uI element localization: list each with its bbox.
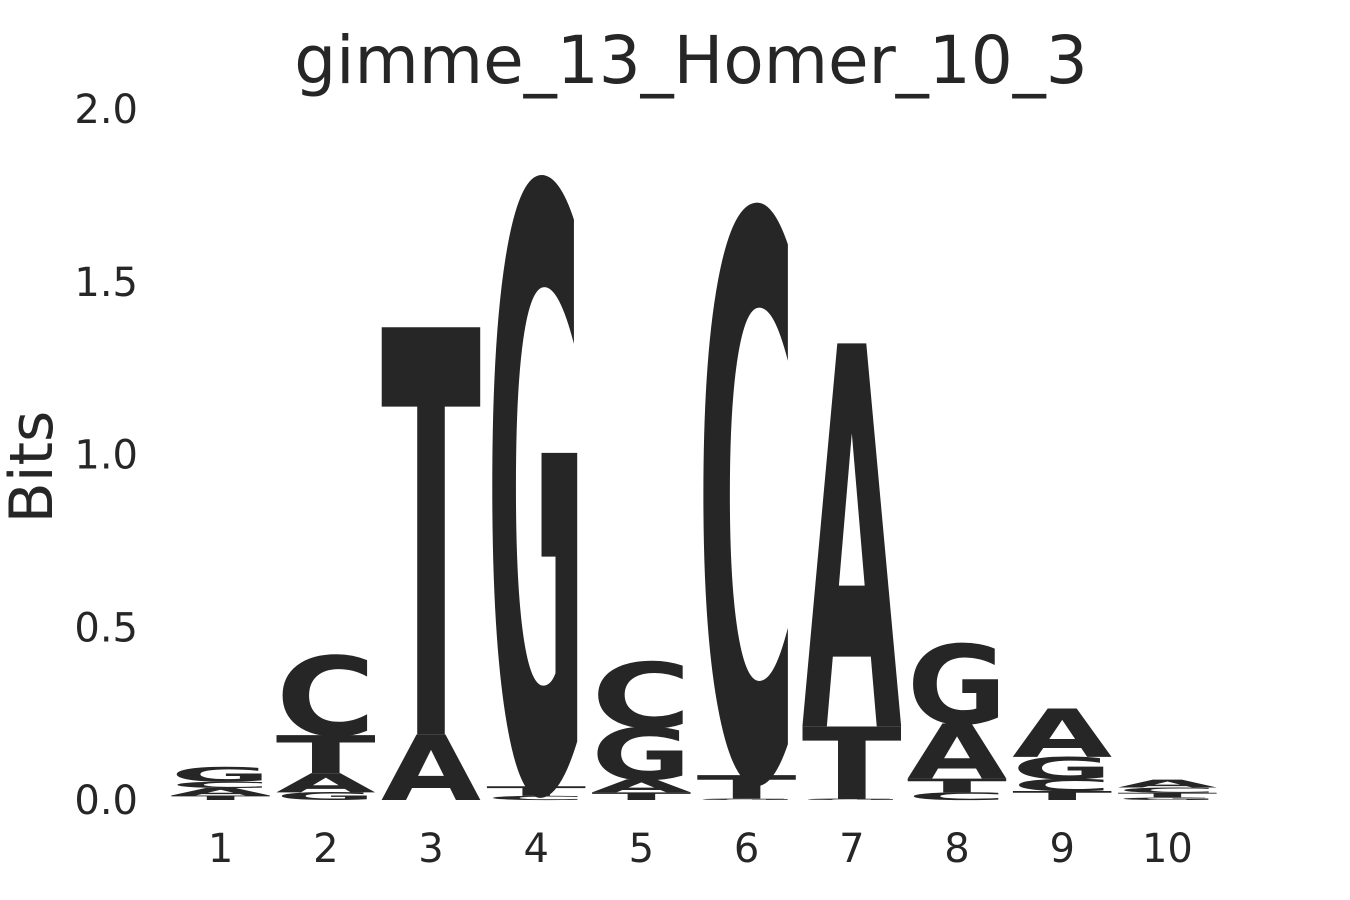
x-tick-label: 2	[313, 826, 338, 872]
logo-letter-C: C	[591, 645, 691, 749]
logo-letter-G: G	[591, 713, 691, 796]
logo-letter-A: A	[1012, 696, 1112, 773]
logo-letter-T: T	[591, 790, 691, 802]
logo-letter-A: A	[802, 240, 903, 851]
y-axis-ticks: 0.0 0.5 1.0 1.5 2.0	[74, 87, 138, 824]
y-tick-label: 1.0	[74, 433, 138, 479]
logo-letter-T: T	[697, 769, 797, 807]
logo-letter-A: A	[381, 718, 481, 822]
logo-letter-A: A	[1117, 777, 1217, 790]
x-axis-ticks: 1 2 3 4 5 6 7 8 9 10	[208, 826, 1193, 872]
logo-letter-G: G	[802, 799, 902, 801]
x-tick-label: 4	[523, 826, 548, 872]
logo-letter-C: C	[697, 59, 797, 900]
x-tick-label: 10	[1142, 826, 1193, 872]
logo-letter-G: G	[486, 22, 586, 900]
logo-letter-C: C	[1012, 776, 1112, 795]
x-tick-label: 9	[1049, 826, 1074, 872]
logo-letter-T: T	[381, 217, 482, 867]
logo-letter-G: G	[697, 798, 797, 800]
logo-letter-T: T	[802, 707, 902, 823]
x-tick-label: 3	[418, 826, 443, 872]
x-tick-label: 7	[839, 826, 864, 872]
logo-letter-A: A	[171, 786, 271, 798]
logo-letter-C: C	[1117, 786, 1217, 794]
logo-letter-G: G	[171, 763, 271, 786]
logo-letter-G: G	[907, 623, 1007, 749]
logo-letter-G: G	[1012, 751, 1112, 786]
logo-letter-T: T	[1012, 789, 1112, 803]
y-tick-label: 2.0	[74, 87, 138, 133]
logo-letter-C: C	[907, 790, 1007, 802]
logo-letter-T: T	[486, 784, 586, 800]
logo-letter-T: T	[276, 725, 376, 786]
logo-letter-C: C	[486, 795, 586, 802]
logo-letter-T: T	[171, 794, 271, 801]
x-tick-label: 6	[734, 826, 759, 872]
logo-letter-A: A	[276, 768, 376, 799]
y-tick-label: 0.0	[74, 778, 138, 824]
y-tick-label: 0.5	[74, 605, 138, 651]
logo-letter-T: T	[1117, 792, 1217, 799]
x-tick-label: 5	[629, 826, 654, 872]
x-tick-label: 8	[944, 826, 969, 872]
x-tick-label: 1	[208, 826, 233, 872]
logo-letter-A: A	[591, 776, 691, 797]
logo-letter-G: G	[1117, 797, 1217, 801]
y-tick-label: 1.5	[74, 260, 138, 306]
chart-title: gimme_13_Homer_10_3	[294, 22, 1088, 99]
logo-letter-G: G	[276, 790, 376, 802]
logo-letter-T: T	[907, 775, 1007, 797]
logo-letter-A: A	[907, 708, 1007, 796]
logo-letter-C: C	[276, 635, 376, 761]
logo-letter-C: C	[171, 780, 271, 790]
